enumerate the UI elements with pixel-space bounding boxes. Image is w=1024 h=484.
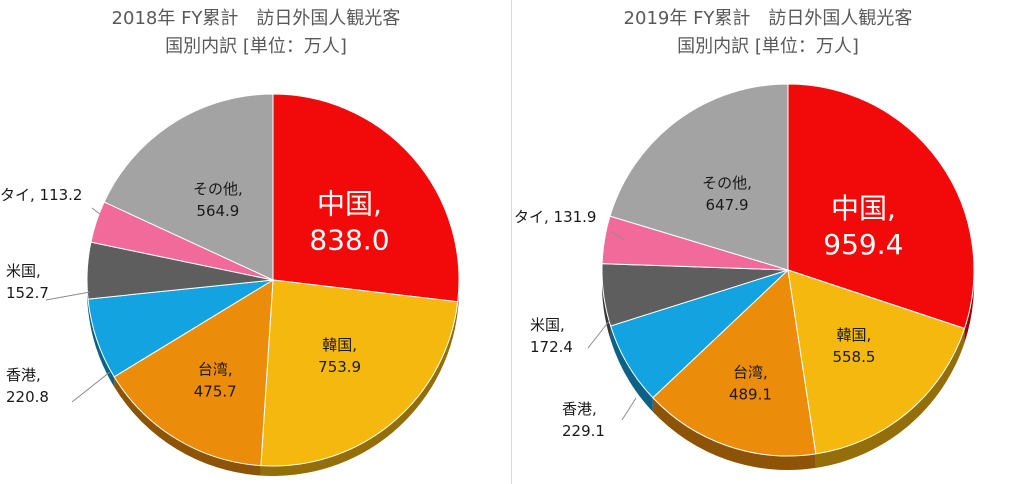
- slice-others: [609, 83, 789, 271]
- slice-value-others: 564.9: [196, 202, 239, 220]
- slice-value-hongkong: 220.8: [6, 388, 49, 406]
- pie-chart-2019: 2019年 FY累計 訪日外国人観光客 国別内訳 [単位：万人] 中国, 959.…: [512, 0, 1024, 484]
- slice-label-usa: 米国,: [530, 316, 565, 334]
- slice-depth-hongkong: [610, 325, 653, 412]
- chart-title-line2: 国別内訳 [単位：万人]: [165, 36, 347, 57]
- slice-others: [103, 93, 274, 281]
- slice-depth-hongkong: [87, 299, 115, 387]
- pie-chart-2018-svg: 2018年 FY累計 訪日外国人観光客 国別内訳 [単位：万人] 中国,838.…: [0, 8, 460, 476]
- leader-line-usa: [587, 319, 611, 349]
- leader-line-usa: [45, 291, 91, 301]
- leader-line-thailand: [611, 231, 625, 241]
- leader-line-hongkong: [71, 371, 111, 403]
- slice-value-usa: 152.7: [6, 284, 49, 302]
- slice-depth-korea: [815, 328, 965, 468]
- leader-lines: [45, 207, 111, 403]
- pie-chart-2019-svg: 2019年 FY累計 訪日外国人観光客 国別内訳 [単位：万人] 中国,959.…: [514, 8, 975, 471]
- slice-label-usa: 米国,: [6, 262, 41, 280]
- slice-china: [787, 83, 975, 330]
- slice-value-taiwan: 489.1: [729, 385, 772, 403]
- slice-value-hongkong: 229.1: [562, 422, 605, 440]
- pie-slices: [601, 83, 975, 457]
- slice-value-korea: 558.5: [832, 348, 875, 366]
- slice-label-hongkong: 香港,: [6, 366, 41, 384]
- slice-labels: 中国,838.0 韓国, 753.9 台湾, 475.7 香港, 220.8 米国, 152.7…: [0, 180, 390, 406]
- slice-china: [272, 93, 460, 303]
- chart-title-line1: 2018年 FY累計 訪日外国人観光客: [112, 8, 401, 29]
- leader-lines: [587, 231, 637, 421]
- slice-taiwan: [652, 268, 817, 457]
- slice-korea: [787, 269, 966, 455]
- slice-value-china: 959.4: [823, 228, 903, 261]
- slice-label-china: 中国,: [317, 188, 382, 221]
- chart-divider: [511, 0, 512, 484]
- slice-label-others: その他,: [193, 180, 243, 198]
- slice-label-thailand: タイ, 113.2: [0, 186, 82, 204]
- slice-label-taiwan: 台湾,: [198, 360, 233, 378]
- pie-slices: [86, 93, 460, 467]
- slice-label-others: その他,: [702, 174, 752, 192]
- chart-title-line2: 国別内訳 [単位：万人]: [677, 36, 859, 57]
- slice-depth-taiwan: [114, 376, 261, 476]
- leader-line-thailand: [91, 207, 101, 215]
- slice-value-usa: 172.4: [530, 338, 573, 356]
- leader-line-hongkong: [621, 397, 637, 421]
- slice-value-others: 647.9: [706, 196, 749, 214]
- slice-value-korea: 753.9: [318, 358, 361, 376]
- slice-label-korea: 韓国,: [322, 336, 357, 354]
- chart-title-line1: 2019年 FY累計 訪日外国人観光客: [624, 8, 913, 29]
- slice-label-taiwan: 台湾,: [733, 363, 768, 381]
- slice-value-china: 838.0: [309, 224, 389, 257]
- slice-taiwan: [113, 279, 274, 467]
- slice-label-hongkong: 香港,: [562, 400, 597, 418]
- slice-label-thailand: タイ, 131.9: [514, 208, 596, 226]
- slice-korea: [260, 279, 459, 467]
- slice-label-china: 中国,: [831, 192, 896, 225]
- slice-labels: 中国,959.4 韓国, 558.5 台湾, 489.1 香港, 229.1 米国, 172.4…: [514, 174, 903, 440]
- slice-depth-usa: [602, 263, 611, 340]
- pie-chart-2018: 2018年 FY累計 訪日外国人観光客 国別内訳 [単位：万人] 中国, 838.…: [0, 8, 460, 476]
- slice-depth-taiwan: [652, 397, 816, 471]
- slice-label-korea: 韓国,: [837, 326, 872, 344]
- slice-value-taiwan: 475.7: [194, 382, 237, 400]
